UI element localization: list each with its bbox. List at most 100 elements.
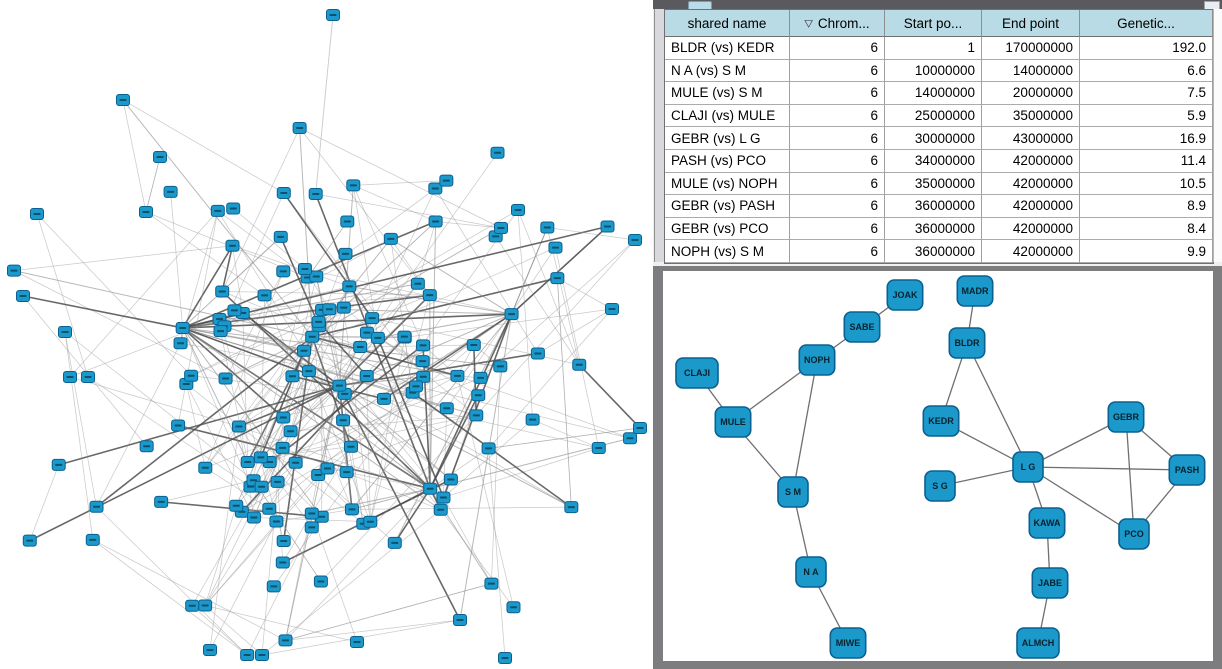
table-cell[interactable]: 25000000 [885, 104, 982, 128]
network-node[interactable] [564, 501, 579, 514]
subnet-node-lg[interactable]: L G [1012, 451, 1044, 483]
table-cell[interactable]: 6 [790, 104, 885, 128]
network-node[interactable] [276, 265, 291, 278]
network-node[interactable] [171, 419, 186, 432]
network-node[interactable] [304, 507, 319, 520]
network-node[interactable] [363, 515, 378, 528]
network-node[interactable] [226, 202, 241, 215]
subnet-node-bldr[interactable]: BLDR [948, 327, 986, 359]
network-node[interactable] [530, 347, 545, 360]
table-cell[interactable]: N A (vs) S M [665, 59, 790, 83]
subnet-node-claji[interactable]: CLAJI [675, 357, 719, 389]
column-header-endpoint[interactable]: End point [982, 10, 1080, 37]
network-node[interactable] [428, 215, 443, 228]
network-node[interactable] [415, 355, 430, 368]
network-node[interactable] [81, 371, 95, 383]
table-cell[interactable]: 20000000 [982, 82, 1080, 105]
network-node[interactable] [269, 515, 284, 528]
network-node[interactable] [311, 315, 326, 328]
network-node[interactable] [297, 262, 312, 275]
network-node[interactable] [493, 360, 508, 373]
network-node[interactable] [63, 371, 77, 383]
network-node[interactable] [340, 215, 355, 228]
subnet-node-pco[interactable]: PCO [1118, 518, 1150, 550]
network-node[interactable] [346, 179, 361, 192]
network-node[interactable] [218, 372, 233, 385]
network-node[interactable] [633, 422, 647, 434]
network-node[interactable] [296, 344, 311, 357]
network-node[interactable] [525, 413, 540, 426]
table-cell[interactable]: MULE (vs) S M [665, 82, 790, 105]
network-node[interactable] [605, 303, 619, 315]
subnet-node-mule[interactable]: MULE [714, 406, 752, 438]
table-cell[interactable]: 6 [790, 127, 885, 150]
table-cell[interactable]: 11.4 [1080, 149, 1213, 173]
network-node[interactable] [285, 370, 300, 383]
table-cell[interactable]: 10.5 [1080, 172, 1213, 196]
subnet-node-sabe[interactable]: SABE [843, 311, 881, 343]
subnet-node-pash[interactable]: PASH [1168, 454, 1206, 486]
network-node[interactable] [288, 456, 303, 469]
network-node[interactable] [257, 289, 272, 302]
table-cell[interactable]: 36000000 [885, 240, 982, 263]
table-cell[interactable]: NOPH (vs) S M [665, 240, 790, 263]
network-node[interactable] [210, 204, 225, 217]
network-node[interactable] [322, 303, 337, 316]
network-node[interactable] [493, 221, 508, 234]
network-node[interactable] [229, 499, 244, 512]
network-node[interactable] [498, 652, 512, 664]
table-cell[interactable]: MULE (vs) NOPH [665, 172, 790, 196]
table-row[interactable]: MULE (vs) S M 6 14000000 20000000 7.5 [665, 82, 1213, 105]
table-cell[interactable]: 42000000 [982, 217, 1080, 241]
subnet-node-kawa[interactable]: KAWA [1028, 507, 1066, 539]
subnet-node-joak[interactable]: JOAK [886, 279, 924, 311]
subnet-node-madr[interactable]: MADR [956, 275, 994, 307]
network-node[interactable] [273, 230, 288, 243]
table-cell[interactable]: GEBR (vs) L G [665, 127, 790, 150]
column-header-chrom[interactable]: ▽ Chrom... [790, 10, 885, 37]
network-node[interactable] [213, 325, 228, 338]
subnet-node-jabe[interactable]: JABE [1031, 567, 1069, 599]
network-node[interactable] [339, 466, 354, 479]
subnet-node-gebr[interactable]: GEBR [1107, 401, 1145, 433]
network-node[interactable] [416, 370, 431, 383]
network-node[interactable] [283, 425, 298, 438]
network-node[interactable] [540, 221, 555, 234]
network-node[interactable] [198, 599, 213, 612]
column-header-sharedname[interactable]: shared name [665, 10, 790, 37]
network-node[interactable] [275, 441, 290, 454]
network-node[interactable] [255, 649, 269, 661]
network-node[interactable] [397, 330, 412, 343]
network-node[interactable] [628, 234, 642, 246]
network-node[interactable] [254, 480, 269, 493]
network-node[interactable] [506, 601, 521, 614]
table-cell[interactable]: 42000000 [982, 172, 1080, 196]
network-node[interactable] [203, 644, 217, 656]
network-node[interactable] [253, 451, 268, 464]
network-node[interactable] [320, 462, 335, 475]
table-cell[interactable]: 6 [790, 217, 885, 241]
network-node[interactable] [338, 247, 353, 260]
network-node[interactable] [428, 182, 443, 195]
network-node[interactable] [439, 402, 454, 415]
network-node[interactable] [332, 379, 347, 392]
network-node[interactable] [313, 575, 328, 588]
network-node[interactable] [184, 369, 199, 382]
network-node[interactable] [240, 649, 255, 661]
table-row[interactable]: MULE (vs) NOPH 6 35000000 42000000 10.5 [665, 172, 1213, 196]
network-node[interactable] [484, 577, 499, 590]
network-node[interactable] [600, 220, 615, 233]
table-cell[interactable]: 10000000 [885, 59, 982, 83]
table-cell[interactable]: 43000000 [982, 127, 1080, 150]
network-node[interactable] [262, 502, 277, 515]
network-node[interactable] [572, 358, 587, 371]
panel-tab[interactable] [688, 1, 712, 10]
network-node[interactable] [471, 389, 486, 402]
network-node[interactable] [336, 301, 351, 314]
network-node[interactable] [305, 330, 320, 343]
table-row[interactable]: GEBR (vs) L G 6 30000000 43000000 16.9 [665, 127, 1213, 150]
table-cell[interactable]: 8.4 [1080, 217, 1213, 241]
table-row[interactable]: BLDR (vs) KEDR 6 1 170000000 192.0 [665, 37, 1213, 60]
network-node[interactable] [173, 337, 188, 350]
table-cell[interactable]: 7.5 [1080, 82, 1213, 105]
